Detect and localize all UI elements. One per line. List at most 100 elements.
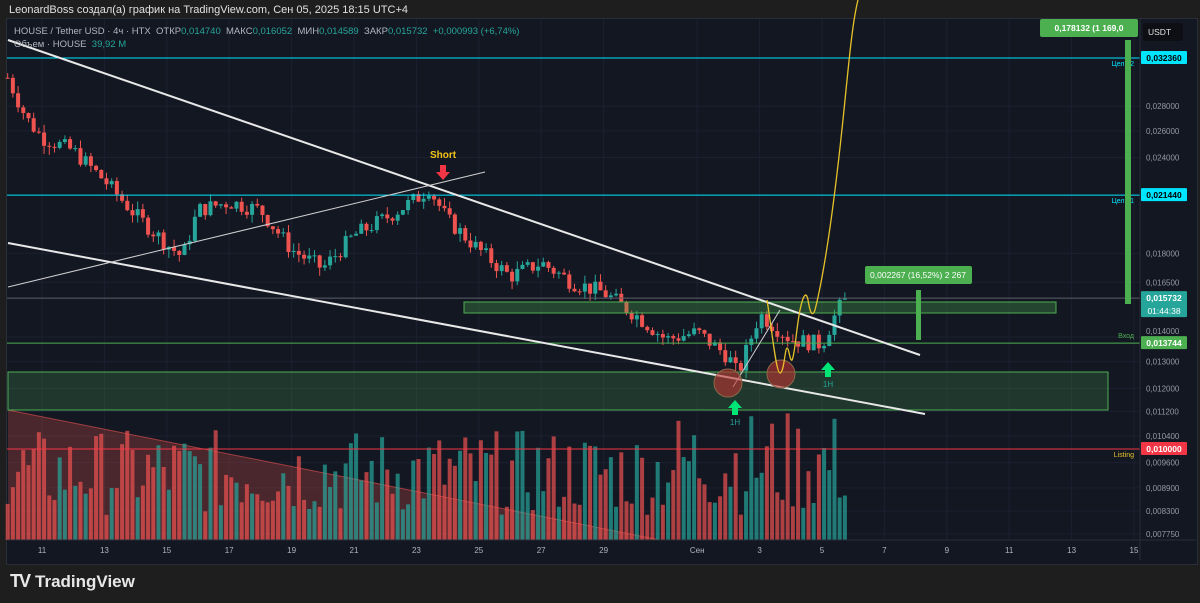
volume-bar [614, 506, 619, 540]
candle-body [484, 248, 489, 250]
tradingview-logo-icon: TV [10, 571, 31, 591]
candle-body [442, 205, 447, 209]
candle-body [83, 156, 88, 165]
y-tick-label: 0,012000 [1146, 384, 1180, 393]
volume-bar [723, 473, 728, 540]
volume-bar [374, 502, 379, 540]
volume-bar [312, 501, 317, 540]
candle-body [140, 209, 145, 218]
volume-bar [640, 457, 645, 540]
volume-bar [172, 445, 177, 540]
volume-bar [780, 499, 785, 540]
x-tick-label: 21 [350, 546, 359, 555]
candle-body [156, 232, 161, 237]
timeframe-label: 1H [823, 380, 833, 389]
volume-bar [484, 452, 489, 540]
volume-bar [130, 449, 135, 540]
level-label: Вход [1118, 333, 1134, 340]
volume-bar [744, 491, 749, 540]
candle-body [182, 244, 187, 255]
candle-body [707, 333, 712, 346]
volume-bar [276, 491, 281, 540]
volume-bar [244, 484, 249, 540]
volume-bar [265, 502, 270, 540]
volume-bar [338, 508, 343, 540]
volume-bar [385, 469, 390, 540]
volume-bar [764, 446, 769, 540]
volume-bar [390, 493, 395, 540]
volume-bar [785, 413, 790, 540]
volume-bar [182, 443, 187, 540]
candle-body [536, 266, 541, 271]
candle-body [546, 262, 551, 268]
volume-bar [645, 514, 650, 540]
volume-bar [770, 423, 775, 540]
volume-bar [473, 481, 478, 540]
volume-bar [728, 486, 733, 540]
candle-body [328, 256, 333, 266]
candle-body [255, 203, 260, 206]
tradingview-logo[interactable]: TV TradingView [10, 571, 135, 592]
candle-body [5, 77, 10, 79]
volume-bar [73, 485, 78, 540]
candle-body [754, 328, 759, 339]
volume-bar [790, 506, 795, 540]
candle-body [239, 201, 244, 212]
candle-body [348, 235, 353, 237]
high-label: МАКС [226, 26, 253, 37]
candle-body [312, 255, 317, 257]
candle-body [432, 195, 437, 200]
resistance-zone [463, 301, 1057, 314]
candle-body [468, 240, 473, 248]
symbol-name[interactable]: HOUSE / Tether USD · 4ч · HTX [14, 26, 151, 37]
currency-button [1143, 23, 1183, 41]
candle-body [109, 181, 114, 185]
candle-body [551, 267, 556, 274]
candle-body [504, 265, 509, 272]
volume-bar [369, 460, 374, 540]
volume-bar [676, 420, 681, 540]
volume-bar [421, 498, 426, 540]
candle-body [624, 301, 629, 313]
volume-bar [281, 473, 286, 540]
volume-bar [78, 481, 83, 540]
volume-bar [806, 471, 811, 540]
candle-body [666, 336, 671, 338]
candle-body [738, 363, 743, 371]
volume-bar [395, 473, 400, 540]
candle-body [530, 262, 535, 271]
price-tag [1141, 51, 1187, 64]
volume-bar [109, 488, 114, 540]
volume-bar [234, 482, 239, 540]
volume-bar [619, 452, 624, 540]
volume-bar [177, 450, 182, 540]
candle-body [135, 209, 140, 216]
volume-bar [229, 477, 234, 540]
x-tick-label: 27 [537, 546, 546, 555]
candle-body [270, 226, 275, 230]
volume-bar [702, 484, 707, 540]
candle-body [244, 211, 249, 215]
candle-body [733, 357, 738, 364]
candle-body [562, 272, 567, 275]
candle-body [192, 216, 197, 241]
trendline-small [732, 309, 781, 388]
y-tick-label: 0,010400 [1146, 432, 1180, 441]
candle-body [510, 271, 515, 282]
y-tick-label: 0,014000 [1146, 327, 1180, 336]
chart-panel[interactable] [6, 18, 1198, 565]
candle-body [260, 205, 265, 216]
candle-body [785, 336, 790, 342]
candle-body [494, 263, 499, 272]
level-label: Listing [1114, 452, 1134, 459]
volume-bar [213, 430, 218, 540]
volume-bar [47, 495, 52, 540]
x-tick-label: 11 [1005, 546, 1014, 555]
candle-body [281, 232, 286, 234]
x-tick-label: 15 [162, 546, 171, 555]
volume-bar [406, 504, 411, 540]
x-tick-label: Сен [690, 546, 705, 555]
volume-bar [593, 446, 598, 540]
y-tick-label: 0,011200 [1146, 407, 1179, 416]
